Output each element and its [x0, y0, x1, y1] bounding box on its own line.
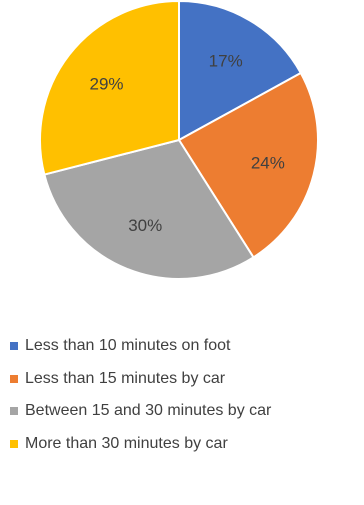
legend-swatch-4	[10, 439, 18, 448]
pie-slice-2	[178, 72, 319, 259]
legend-item-4: More than 30 minutes by car	[10, 433, 228, 455]
data-label-4: 29%	[89, 74, 123, 93]
data-label-1: 17%	[209, 52, 243, 71]
data-label-3: 30%	[128, 216, 162, 235]
legend-swatch-1	[10, 342, 18, 350]
legend-item-2: Less than 15 minutes by car	[10, 368, 225, 390]
pie-plot-area: 17% 24% 30% 29%	[39, 0, 319, 280]
legend-label-3: Between 15 and 30 minutes by car	[25, 402, 272, 419]
legend-item-3: Between 15 and 30 minutes by car	[10, 400, 271, 422]
legend-label-4: More than 30 minutes by car	[25, 434, 228, 452]
legend-label-2: Less than 15 minutes by car	[25, 369, 226, 387]
data-label-2: 24%	[251, 153, 285, 172]
legend-item-1: Less than 10 minutes on foot	[10, 335, 230, 357]
legend-swatch-2	[10, 374, 18, 383]
pie-slice-1	[178, 0, 302, 141]
legend-label-1: Less than 10 minutes on foot	[25, 337, 231, 354]
pie-slice-4	[39, 0, 180, 176]
legend-swatch-3	[10, 407, 18, 415]
pie-slice-3	[43, 139, 255, 280]
